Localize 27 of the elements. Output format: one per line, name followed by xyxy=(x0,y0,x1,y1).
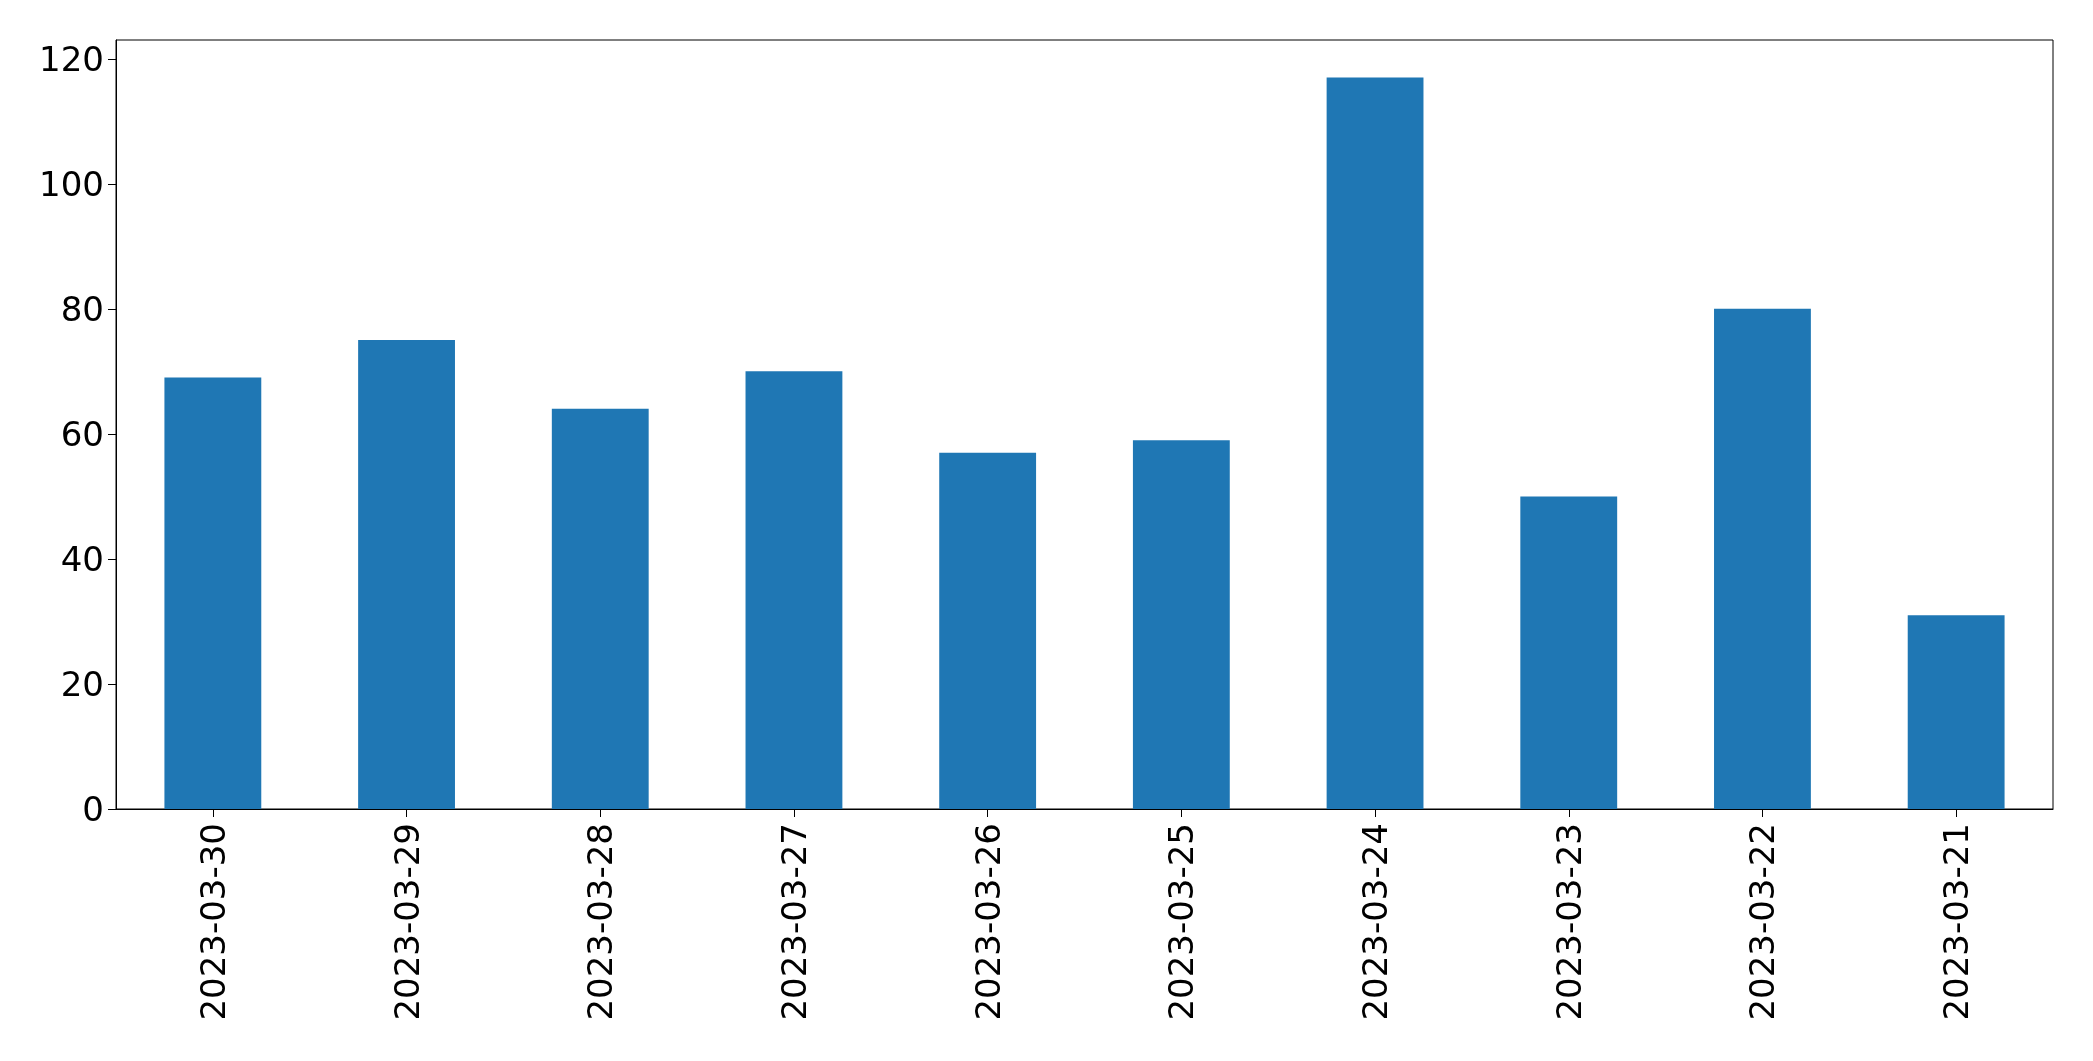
bar xyxy=(1714,308,1811,809)
y-tick-label: 120 xyxy=(39,38,104,79)
x-tick-label: 2023-03-23 xyxy=(1548,823,1589,1021)
x-tick-label: 2023-03-25 xyxy=(1161,823,1202,1021)
bar xyxy=(164,377,262,809)
y-tick-label: 100 xyxy=(39,163,104,204)
bar xyxy=(358,340,455,809)
y-tick-label: 40 xyxy=(60,538,104,579)
x-tick-label: 2023-03-29 xyxy=(386,823,427,1021)
x-tick-label: 2023-03-30 xyxy=(192,823,233,1021)
y-tick-label: 0 xyxy=(82,789,104,829)
bar xyxy=(1132,440,1230,809)
x-tick-label: 2023-03-28 xyxy=(580,823,621,1021)
bar xyxy=(939,452,1037,809)
bar xyxy=(1907,615,2005,809)
x-tick-label: 2023-03-22 xyxy=(1742,823,1783,1021)
x-tick-label: 2023-03-26 xyxy=(967,823,1008,1021)
y-tick-label: 80 xyxy=(60,288,104,329)
x-tick-label: 2023-03-24 xyxy=(1355,823,1396,1021)
y-tick-label: 60 xyxy=(60,413,104,454)
bar xyxy=(1326,77,1424,809)
x-tick-label: 2023-03-21 xyxy=(1936,823,1977,1021)
x-tick-label: 2023-03-27 xyxy=(773,823,814,1021)
bar xyxy=(745,371,843,809)
bar xyxy=(551,408,649,809)
bar xyxy=(1520,496,1618,809)
y-tick-label: 20 xyxy=(60,663,104,704)
